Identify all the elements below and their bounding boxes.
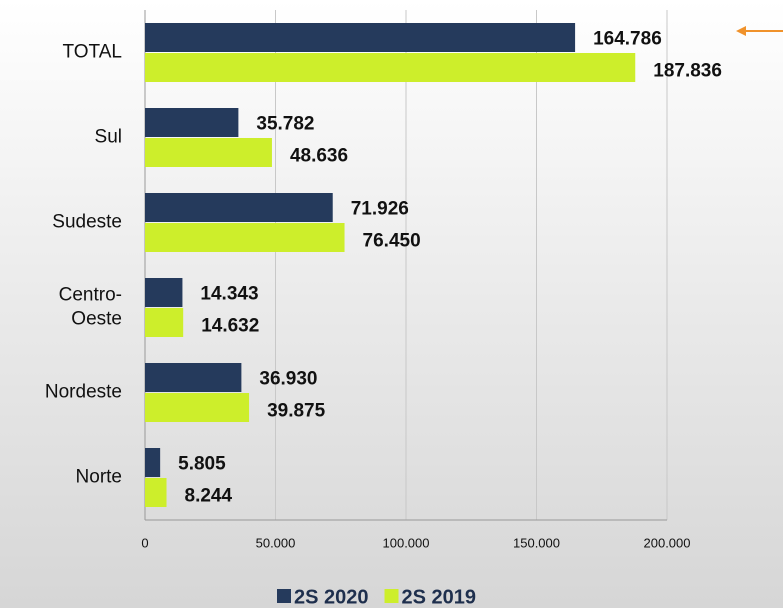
legend-label: 2S 2019 [402,586,477,608]
bar [145,223,345,252]
x-tick-label: 100.000 [383,535,430,550]
bar [145,138,272,167]
bar [145,278,182,307]
bar [145,363,241,392]
bar [145,53,635,82]
x-tick-label: 0 [141,535,148,550]
bar [145,23,575,52]
value-label: 76.450 [363,231,421,252]
value-label: 14.632 [201,316,259,337]
bar [145,393,249,422]
x-tick-label: 150.000 [513,535,560,550]
legend-swatch [385,589,399,603]
bar [145,108,238,137]
value-label: 39.875 [267,401,326,422]
y-tick-label: TOTAL [63,42,122,63]
value-label: 187.836 [653,61,722,82]
y-tick-label: Sudeste [52,212,122,233]
bar [145,448,160,477]
value-label: 48.636 [290,146,348,167]
x-tick-label: 50.000 [256,535,296,550]
value-label: 5.805 [178,454,226,475]
value-label: 14.343 [200,284,258,305]
value-label: 8.244 [185,486,233,507]
legend-swatch [277,589,291,603]
bar [145,478,167,507]
y-tick-label: Norte [76,467,122,488]
value-label: 36.930 [259,369,317,390]
value-label: 164.786 [593,29,662,50]
value-label: 71.926 [351,199,409,220]
legend-label: 2S 2020 [294,586,369,608]
chart: 0 50.000 100.000 150.000 200.000 TOTAL 164.786… [0,0,783,608]
y-tick-label: Nordeste [45,382,122,403]
bar [145,193,333,222]
x-tick-label: 200.000 [644,535,691,550]
bar [145,308,183,337]
value-label: 35.782 [256,114,314,135]
y-tick-label: Sul [95,127,122,148]
